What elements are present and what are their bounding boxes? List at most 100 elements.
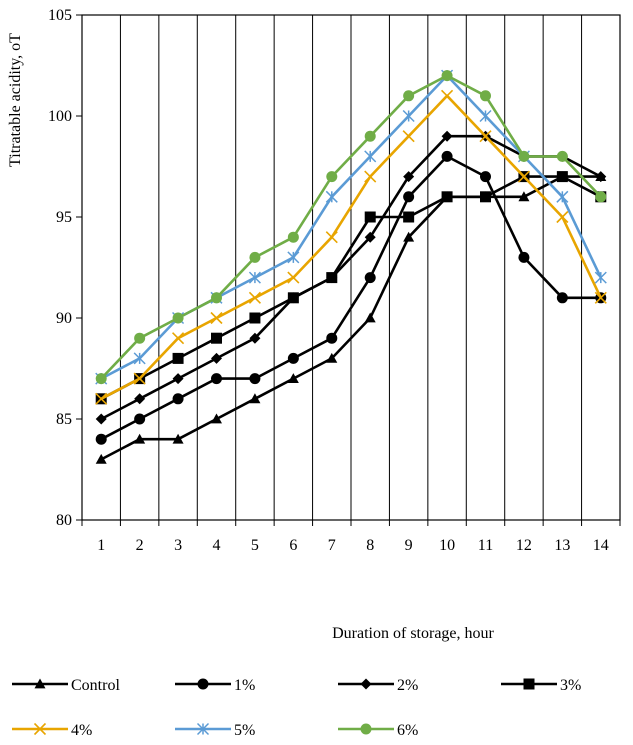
data-point [517, 170, 530, 183]
legend-label: 4% [71, 722, 92, 739]
data-point [403, 171, 415, 183]
data-point [518, 251, 530, 263]
data-point [249, 332, 261, 344]
data-point [172, 373, 184, 385]
data-point [172, 433, 184, 444]
marker-stroke [95, 392, 108, 405]
marker-stroke [556, 210, 569, 224]
legend-marker [360, 678, 372, 690]
marker-stroke [479, 130, 492, 143]
data-point [556, 190, 569, 203]
axes-layer [76, 14, 621, 526]
data-point [249, 312, 261, 324]
data-point [211, 413, 222, 424]
data-point [594, 291, 607, 304]
legend-item-6pct: 6% [338, 722, 418, 739]
legend-item-4pct: 4% [12, 722, 92, 739]
data-point [211, 292, 222, 304]
legend-label: 5% [234, 722, 255, 739]
data-point [287, 251, 300, 264]
series-line [100, 74, 602, 380]
x-tick-label: 6 [289, 537, 297, 554]
data-point [364, 272, 376, 284]
legend-marker [34, 678, 46, 689]
x-tick-label: 9 [405, 537, 413, 554]
data-point [134, 393, 146, 405]
y-tick-label: 80 [56, 512, 72, 529]
series-line [100, 175, 602, 400]
data-point [172, 332, 185, 345]
data-point [441, 70, 453, 82]
marker-stroke [172, 332, 185, 345]
x-tick-label: 11 [478, 537, 493, 554]
data-point [95, 453, 107, 464]
data-point [518, 191, 530, 202]
data-point [210, 311, 223, 325]
series-4pct [95, 89, 607, 405]
x-tick-label: 7 [328, 537, 336, 554]
legend-item-2pct: 2% [338, 677, 418, 694]
marker-stroke [402, 130, 415, 143]
legend-marker [33, 722, 47, 736]
data-point [364, 231, 376, 243]
x-tick-label: 10 [439, 537, 455, 554]
data-point [441, 130, 453, 142]
data-point [518, 150, 530, 162]
data-point [95, 392, 108, 405]
legend: Control 1% 2% 3% 4% 5% 6% [12, 677, 581, 739]
y-axis-title: Titratable acidity, оТ [7, 33, 24, 167]
series-6pct [95, 70, 607, 385]
series-line [100, 175, 601, 461]
x-axis-title: Duration of storage, hour [332, 625, 494, 642]
marker-stroke [210, 311, 223, 325]
marker-stroke [594, 291, 607, 304]
x-tick-label: 14 [593, 537, 609, 554]
x-tick-label: 4 [213, 537, 221, 554]
data-point [403, 191, 415, 203]
marker-stroke [248, 291, 261, 304]
data-point [326, 332, 338, 344]
data-point [287, 271, 300, 284]
marker-stroke [133, 372, 146, 385]
grid-layer [81, 15, 621, 520]
data-point [211, 373, 222, 385]
marker-stroke [364, 170, 377, 183]
x-tick-label: 13 [554, 537, 570, 554]
data-point [556, 210, 569, 224]
data-point [441, 89, 454, 102]
data-point [480, 90, 491, 102]
series-1pct [95, 150, 607, 445]
data-point [287, 352, 299, 364]
data-point [595, 191, 607, 203]
x-tick-label: 1 [97, 537, 105, 554]
data-point [364, 150, 377, 163]
data-point [287, 231, 299, 243]
data-point [211, 352, 222, 364]
marker-stroke [441, 89, 454, 102]
data-point [211, 332, 222, 344]
data-point [556, 150, 568, 162]
legend-item-1pct: 1% [175, 677, 255, 694]
data-point [326, 272, 338, 284]
legend-marker [197, 678, 209, 690]
data-point [134, 433, 146, 444]
legend-item-control: Control [12, 677, 120, 694]
data-point [479, 130, 492, 143]
x-tick-label: 8 [366, 537, 374, 554]
data-point [441, 150, 453, 162]
data-point [364, 130, 376, 142]
data-point [403, 231, 415, 242]
marker-stroke [287, 271, 300, 284]
data-point [172, 352, 184, 364]
data-point [402, 109, 415, 123]
data-point [403, 90, 415, 102]
legend-marker [196, 722, 210, 736]
data-point [326, 352, 338, 363]
data-point [249, 393, 261, 404]
legend-label: 2% [397, 677, 418, 694]
x-tick-label: 5 [251, 537, 259, 554]
data-point [403, 211, 415, 223]
y-tick-label: 105 [48, 7, 72, 24]
data-point [133, 352, 146, 365]
